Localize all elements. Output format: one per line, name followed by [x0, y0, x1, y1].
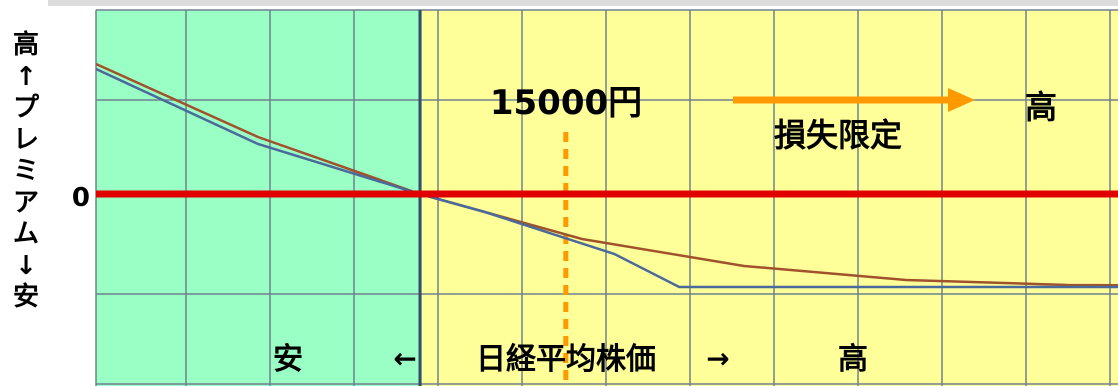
- loss-limit-arrow: [733, 88, 975, 112]
- x-label-high-arrow: →: [706, 342, 729, 375]
- grid: [95, 9, 1118, 386]
- loss-limit-end-label: 高: [1025, 88, 1057, 126]
- y-axis-char: ミ: [12, 156, 39, 186]
- y-axis-char: ↑: [15, 61, 37, 92]
- arrow-head-icon: [948, 88, 975, 112]
- y-axis-char: プ: [12, 93, 39, 123]
- y-axis-char: ム: [12, 219, 39, 249]
- x-label-center: 日経平均株価: [476, 342, 656, 377]
- x-label-low: 安: [273, 342, 303, 377]
- left-region: [96, 10, 422, 386]
- series-layer: [95, 62, 1118, 289]
- y-axis-char: ↓: [15, 250, 37, 281]
- y-axis-char: レ: [12, 124, 39, 155]
- strike-annotation: 15000円: [490, 83, 642, 123]
- y-axis-char: 高: [12, 30, 39, 60]
- top-border: [48, 0, 1118, 6]
- loss-limit-annotation: 損失限定: [774, 116, 902, 154]
- series-line-b: [95, 67, 1118, 289]
- right-region: [422, 10, 1118, 386]
- y-axis-char: ア: [12, 187, 39, 218]
- y-axis-label: 高 ↑ プ レ ミ ア ム ↓ 安: [4, 30, 48, 314]
- y-axis-char: 安: [12, 282, 39, 312]
- x-label-high: 高: [838, 342, 868, 377]
- series-line-a: [95, 62, 1118, 287]
- x-label-low-arrow: ←: [393, 342, 416, 375]
- y-tick-label-zero: 0: [72, 183, 90, 213]
